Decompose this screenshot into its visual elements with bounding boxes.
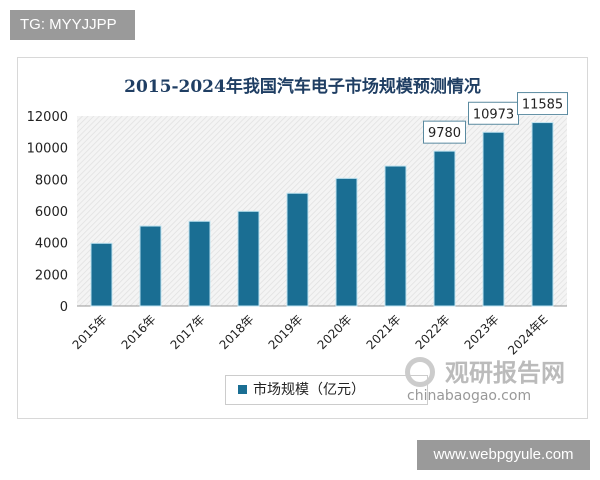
bar: [286, 192, 309, 307]
watermark-cn: 观研报告网: [445, 359, 565, 387]
legend: 市场规模（亿元）: [225, 375, 428, 405]
legend-label: 市场规模（亿元）: [253, 382, 365, 398]
y-tick-label: 4000: [35, 237, 68, 252]
y-tick-label: 8000: [35, 173, 68, 188]
x-tick-label: 2024年E: [505, 312, 550, 357]
bar: [335, 177, 358, 307]
data-label: 11585: [522, 98, 563, 113]
bar: [384, 165, 407, 307]
bar: [139, 225, 162, 307]
tag-label: TG: MYYJJPP: [10, 10, 135, 40]
legend-swatch: [238, 385, 247, 394]
chart-title: 2015-2024年我国汽车电子市场规模预测情况: [124, 77, 481, 97]
x-tick-label: 2022年: [413, 312, 453, 352]
y-tick-label: 12000: [27, 110, 68, 125]
bar: [90, 242, 113, 307]
data-label: 9780: [428, 126, 461, 141]
y-tick-label: 10000: [27, 142, 68, 157]
bar: [188, 220, 211, 307]
bar: [482, 131, 505, 307]
x-tick-label: 2021年: [364, 312, 404, 352]
bar: [237, 210, 260, 307]
x-tick-label: 2023年: [462, 312, 502, 352]
chart-frame: [17, 57, 588, 419]
watermark-logo-icon: [405, 357, 435, 387]
watermark-en: chinabaogao.com: [407, 388, 532, 404]
bar: [531, 122, 554, 307]
x-tick-label: 2017年: [168, 312, 208, 352]
x-tick-label: 2016年: [119, 312, 159, 352]
data-label-box: [423, 120, 466, 144]
x-tick-label: 2020年: [315, 312, 355, 352]
x-tick-label: 2018年: [217, 312, 257, 352]
site-label: www.webpgyule.com: [417, 440, 590, 470]
bar: [433, 150, 456, 307]
data-label: 10973: [473, 107, 514, 122]
y-tick-label: 0: [60, 300, 68, 315]
y-tick-label: 2000: [35, 268, 68, 283]
watermark: 观研报告网 chinabaogao.com: [405, 353, 565, 404]
x-tick-label: 2019年: [266, 312, 306, 352]
data-label-box: [517, 92, 568, 116]
y-tick-label: 6000: [35, 205, 68, 220]
x-tick-label: 2015年: [70, 312, 110, 352]
